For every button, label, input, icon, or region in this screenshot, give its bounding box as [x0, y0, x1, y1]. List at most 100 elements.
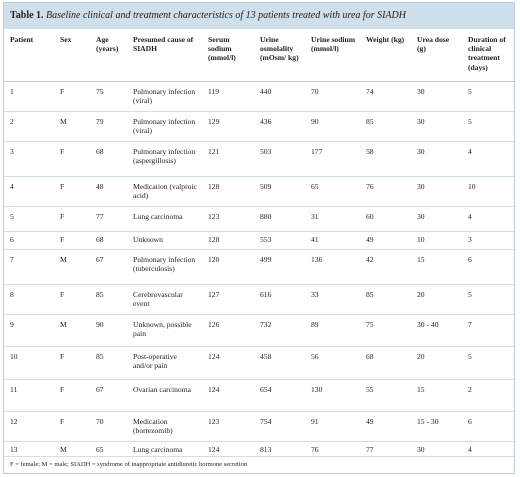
column-header: Urea dose (g) — [411, 29, 462, 82]
table-cell: F — [54, 284, 90, 315]
table-cell: Post-operative and/or pain — [127, 346, 202, 380]
table-cell: 126 — [202, 314, 254, 347]
table-cell: 30 — [411, 441, 462, 457]
table-cell: 68 — [90, 141, 127, 177]
table-row: 13 M 65 Lung carcinoma 124 813 76 77 30 4 — [4, 441, 514, 457]
table-cell: Lung carcinoma — [127, 441, 202, 457]
table-row: 1 F 75 Pulmonary infection (viral) 119 440 70 7… — [4, 81, 514, 112]
table-row: 10 F 85 Post-operative and/or pain 124 458 56 6… — [4, 346, 514, 380]
table-cell: 129 — [202, 111, 254, 142]
table-cell: 136 — [305, 249, 360, 285]
table-cell: 55 — [360, 379, 411, 412]
table-cell: 732 — [254, 314, 305, 347]
table-figure: Table 1. Baseline clinical and treatment… — [3, 2, 515, 474]
column-header: Serum sodium (mmol/l) — [202, 29, 254, 82]
table-row: 6 F 68 Unknown 128 553 41 49 10 3 — [4, 231, 514, 250]
table-cell: 41 — [305, 231, 360, 250]
table-cell: 8 — [4, 284, 54, 315]
column-header: Sex — [54, 29, 90, 82]
table-row: 8 F 85 Cerebrovascular event 127 616 33 85 20 5 — [4, 284, 514, 315]
table-cell: 6 — [4, 231, 54, 250]
table-cell: 4 — [4, 176, 54, 207]
table-cell: 48 — [90, 176, 127, 207]
table-cell: F — [54, 206, 90, 232]
table-cell: F — [54, 346, 90, 380]
table-cell: 177 — [305, 141, 360, 177]
table-cell: 10 — [462, 176, 514, 207]
table-cell: 124 — [202, 346, 254, 380]
table-cell: 56 — [305, 346, 360, 380]
table-cell: M — [54, 111, 90, 142]
table-cell: 85 — [90, 346, 127, 380]
table-cell: 9 — [4, 314, 54, 347]
table-cell: 13 — [4, 441, 54, 457]
table-row: 9 M 90 Unknown, possible pain 126 732 89 75 30 -… — [4, 314, 514, 347]
table-cell: 3 — [462, 231, 514, 250]
caption-title: Baseline clinical and treatment characte… — [46, 10, 406, 21]
table-cell: Pulmonary infection (aspergillosis) — [127, 141, 202, 177]
table-cell: Unknown — [127, 231, 202, 250]
column-header: Urine sodium (mmol/l) — [305, 29, 360, 82]
table-cell: Cerebrovascular event — [127, 284, 202, 315]
table-cell: 30 — [411, 81, 462, 112]
table-cell: M — [54, 249, 90, 285]
table-cell: 85 — [360, 111, 411, 142]
table-cell: 70 — [90, 411, 127, 442]
table-cell: 4 — [462, 206, 514, 232]
table-cell: 31 — [305, 206, 360, 232]
table-cell: 6 — [462, 249, 514, 285]
table-cell: 15 — [411, 379, 462, 412]
table-cell: 4 — [462, 141, 514, 177]
table-cell: Pulmonary infection (tuberculosis) — [127, 249, 202, 285]
table-cell: 616 — [254, 284, 305, 315]
table-cell: 880 — [254, 206, 305, 232]
table-row: 4 F 48 Medication (valproic acid) 128 509 65 76… — [4, 176, 514, 207]
table-cell: 1 — [4, 81, 54, 112]
table-cell: 4 — [462, 441, 514, 457]
table-cell: F — [54, 231, 90, 250]
table-cell: 7 — [462, 314, 514, 347]
table-cell: 60 — [360, 206, 411, 232]
table-cell: 119 — [202, 81, 254, 112]
table-cell: 436 — [254, 111, 305, 142]
table-cell: 30 - 40 — [411, 314, 462, 347]
table-cell: 58 — [360, 141, 411, 177]
table-cell: 49 — [360, 411, 411, 442]
table-cell: 553 — [254, 231, 305, 250]
table-cell: 85 — [90, 284, 127, 315]
table-cell: 123 — [202, 411, 254, 442]
table-cell: 85 — [360, 284, 411, 315]
column-header: Patient — [4, 29, 54, 82]
table-cell: F — [54, 379, 90, 412]
table-cell: 67 — [90, 249, 127, 285]
table-cell: 90 — [305, 111, 360, 142]
table-row: 3 F 68 Pulmonary infection (aspergillosis) 1… — [4, 141, 514, 177]
table-cell: 30 — [411, 206, 462, 232]
caption-label: Table 1. — [10, 10, 44, 21]
table-cell: 75 — [90, 81, 127, 112]
table-caption: Table 1. Baseline clinical and treatment… — [4, 3, 514, 29]
table-cell: 813 — [254, 441, 305, 457]
table-cell: 11 — [4, 379, 54, 412]
table-cell: 67 — [90, 379, 127, 412]
table-cell: F — [54, 81, 90, 112]
table-cell: 68 — [90, 231, 127, 250]
table-cell: 2 — [462, 379, 514, 412]
table-cell: 5 — [4, 206, 54, 232]
table-cell: 127 — [202, 284, 254, 315]
table-cell: 65 — [305, 176, 360, 207]
table-cell: 128 — [202, 176, 254, 207]
table-cell: 89 — [305, 314, 360, 347]
table-cell: 5 — [462, 346, 514, 380]
table-cell: 2 — [4, 111, 54, 142]
table-cell: 42 — [360, 249, 411, 285]
table-cell: 75 — [360, 314, 411, 347]
table-cell: 754 — [254, 411, 305, 442]
table-cell: 10 — [4, 346, 54, 380]
column-header: Age (years) — [90, 29, 127, 82]
header-row: Patient Sex Age (years) Presumed cause of S… — [4, 29, 514, 82]
table-cell: 654 — [254, 379, 305, 412]
table-cell: 5 — [462, 284, 514, 315]
table-row: 2 M 79 Pulmonary infection (viral) 129 436 90 8… — [4, 111, 514, 142]
table-cell: F — [54, 411, 90, 442]
